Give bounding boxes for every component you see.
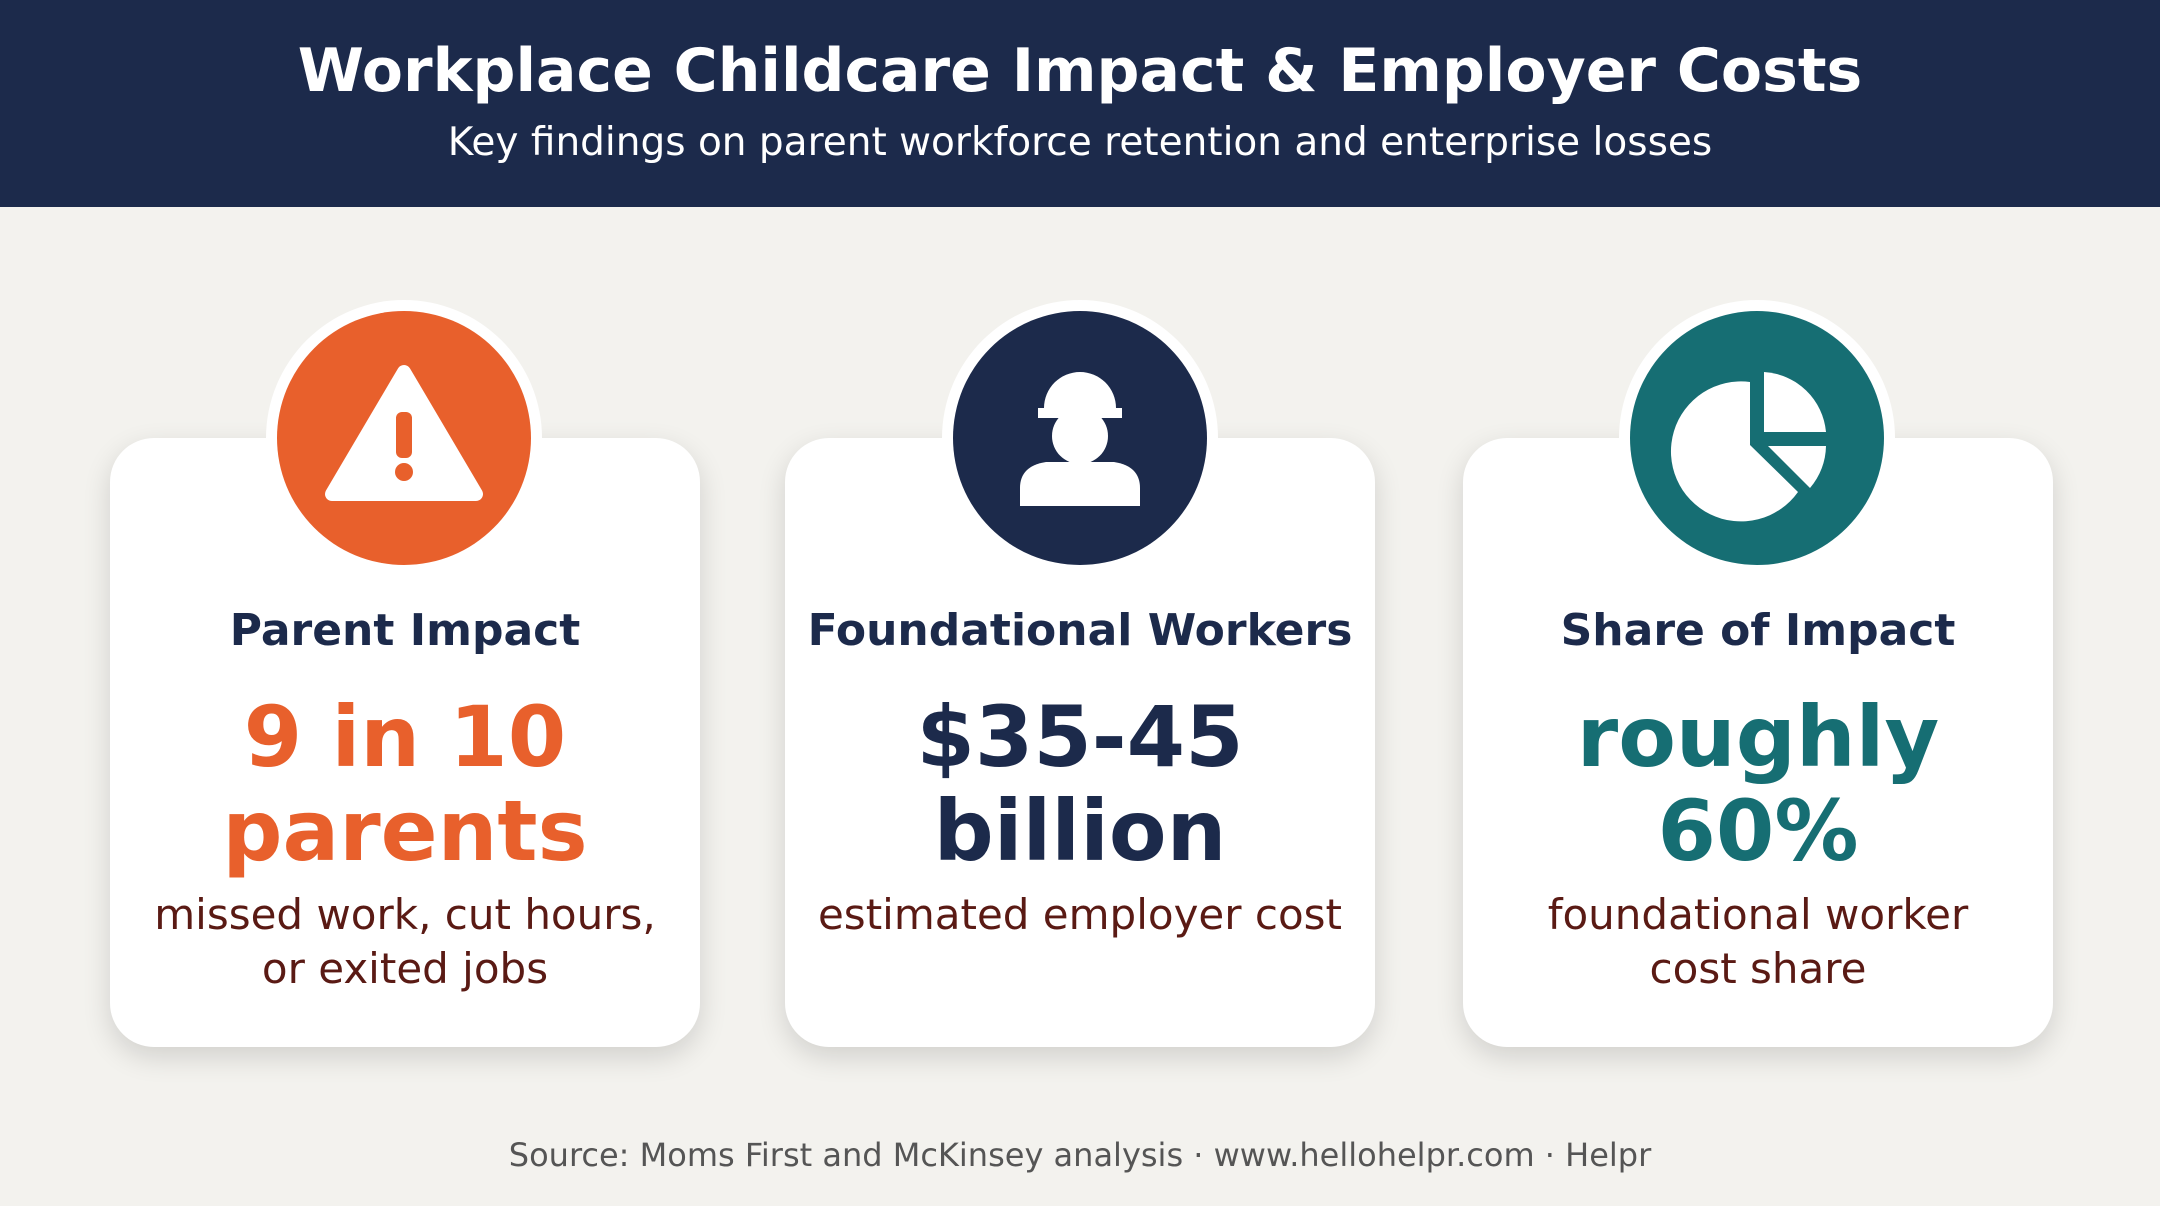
card-title: Foundational Workers [807, 605, 1353, 656]
helmet [1038, 372, 1122, 418]
card-description: missed work, cut hours, [154, 890, 656, 939]
card-description: or exited jobs [261, 944, 549, 993]
card-value: roughly [1576, 688, 1940, 786]
card-title: Parent Impact [229, 605, 581, 656]
card-description: cost share [1649, 944, 1867, 993]
card-description: foundational worker [1547, 890, 1969, 939]
pie-slice [1764, 372, 1826, 432]
card-value: 9 in 10 [243, 688, 567, 786]
header: Workplace Childcare Impact & Employer Co… [0, 0, 2160, 207]
subtitle: Key findings on parent workforce retenti… [447, 120, 1713, 165]
card-value: billion [933, 782, 1227, 880]
source: Source: Moms First and McKinsey analysis… [508, 1136, 1652, 1174]
title: Workplace Childcare Impact & Employer Co… [297, 36, 1863, 106]
card-value: 60% [1657, 782, 1859, 880]
card-value: $35-45 [916, 688, 1244, 786]
card-value: parents [222, 782, 588, 880]
card-title: Share of Impact [1560, 605, 1956, 656]
card-description: estimated employer cost [817, 890, 1343, 939]
